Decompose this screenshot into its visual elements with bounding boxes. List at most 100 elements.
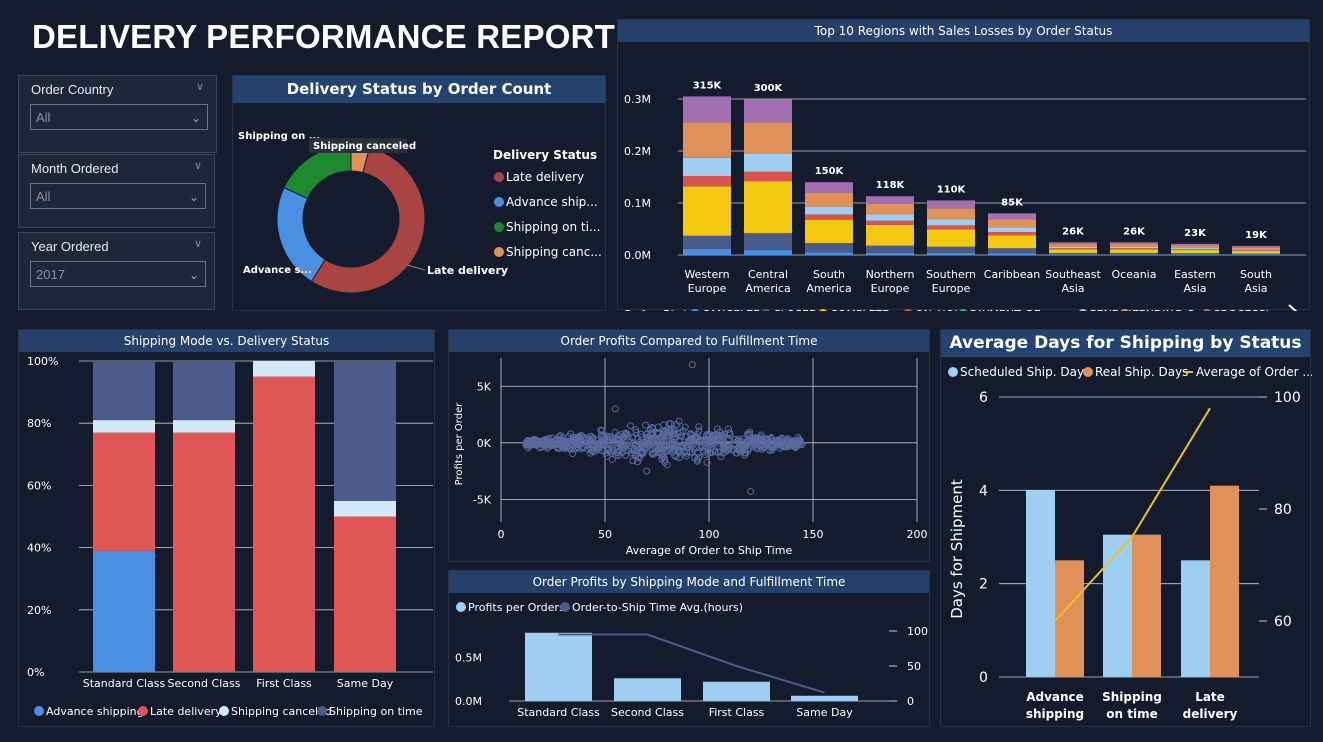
scatter-point <box>614 432 622 440</box>
total-label: 26K <box>1123 226 1146 237</box>
x-tick: America <box>806 282 851 295</box>
chevron-down-icon[interactable]: ∨ <box>193 237 202 250</box>
scatter-point <box>695 454 703 462</box>
bar-segment <box>253 376 315 672</box>
bar-segment <box>683 248 731 255</box>
scatter-point <box>693 430 701 438</box>
scatter-point <box>589 446 597 454</box>
x-tick: 50 <box>598 528 612 541</box>
scatter-point <box>720 433 728 441</box>
scatter-point <box>691 434 699 442</box>
donut-slice[interactable] <box>310 146 426 294</box>
shipmode-chart[interactable]: 0% 20% 40% 60% 80% 100% Standard Class Second C… <box>19 352 436 728</box>
bar-segment <box>1110 248 1158 250</box>
regions-title: Top 10 Regions with Sales Losses by Orde… <box>618 20 1309 42</box>
bar-segment <box>1232 250 1280 254</box>
x-tick: Europe <box>688 282 727 295</box>
dropdown-arrow-icon[interactable]: ⌄ <box>188 190 199 204</box>
dropdown-arrow-icon[interactable]: ⌄ <box>188 268 199 282</box>
y-tick: 80% <box>27 417 51 430</box>
bar-segment <box>1232 253 1280 255</box>
bar-segment <box>1232 249 1280 251</box>
bar <box>1132 534 1161 677</box>
scatter-point <box>670 439 678 447</box>
x-tick: Same Day <box>796 706 853 719</box>
month-ordered-slicer[interactable]: Month Ordered ∨ All ⌄ <box>18 154 215 228</box>
avgdays-chart[interactable]: Scheduled Ship. Days Real Ship. Days Avera… <box>941 357 1312 728</box>
bar-segment <box>1110 249 1158 253</box>
bar-segment <box>744 181 792 234</box>
donut-label: Late delivery <box>427 264 508 277</box>
x-tick: Asia <box>1244 282 1267 295</box>
bar-segment <box>1049 244 1097 247</box>
bar-segment <box>93 361 155 421</box>
scatter-point <box>667 420 675 428</box>
bar <box>1210 485 1239 677</box>
scatter-point <box>767 435 775 443</box>
scatter-point <box>635 454 643 462</box>
y-tick: 0.3M <box>624 93 651 106</box>
y-tick: 4 <box>979 483 988 499</box>
bar-segment <box>988 253 1036 255</box>
scatter-point <box>642 421 650 429</box>
scatter-point <box>588 447 596 455</box>
next-arrow-icon[interactable] <box>1288 304 1298 311</box>
bar-segment <box>334 500 396 517</box>
scatter-point <box>661 458 669 466</box>
scatter-point <box>643 467 651 475</box>
regions-chart[interactable]: 0.0M0.1M0.2M0.3M315KWesternEurope300KCen… <box>618 42 1311 311</box>
donut-label: Shipping on ... <box>238 131 320 142</box>
year-ordered-value: 2017 <box>36 267 65 282</box>
year-ordered-dropdown[interactable]: 2017 ⌄ <box>30 261 206 287</box>
bar-segment <box>866 204 914 215</box>
legend-label: Shipping on time <box>329 705 423 718</box>
donut-slice[interactable] <box>283 144 352 200</box>
scatter-point <box>697 438 705 446</box>
scatter-chart[interactable]: 0 50 100 150 200 -5K 0K 5K Average of Order to S… <box>449 352 931 563</box>
legend-dot <box>34 706 44 716</box>
x-tick: America <box>745 282 790 295</box>
dropdown-arrow-icon[interactable]: ⌄ <box>190 111 201 125</box>
scatter-point <box>716 448 724 456</box>
legend-dot <box>762 309 770 311</box>
legend-label: Advance ship... <box>506 195 598 209</box>
order-country-dropdown[interactable]: All ⌄ <box>30 104 208 130</box>
bar-segment <box>1110 246 1158 249</box>
scatter-point <box>556 435 564 443</box>
profits-chart[interactable]: Profits per Orders Order-to-Ship Time Avg… <box>449 593 931 728</box>
bar-segment <box>1110 252 1158 255</box>
bar-segment <box>805 182 853 193</box>
scatter-point <box>524 439 532 447</box>
scatter-point <box>532 436 540 444</box>
chevron-down-icon[interactable]: ∨ <box>195 80 204 93</box>
bar <box>791 695 858 701</box>
bar-segment <box>93 420 155 433</box>
bar-segment <box>1171 243 1219 246</box>
month-ordered-dropdown[interactable]: All ⌄ <box>30 183 206 209</box>
bar-segment <box>683 96 731 123</box>
scatter-point <box>601 439 609 447</box>
chevron-down-icon[interactable]: ∨ <box>193 159 202 172</box>
avgdays-panel: Average Days for Shipping by Status Sche… <box>940 329 1312 728</box>
legend-label: Late delivery <box>150 705 222 718</box>
legend-dot <box>1083 367 1093 377</box>
bar-segment <box>1049 248 1097 250</box>
legend-label: Shipping canceled <box>231 705 332 718</box>
leader-line <box>406 264 426 271</box>
bar-segment <box>744 171 792 182</box>
scatter-point <box>579 443 587 451</box>
scatter-point <box>713 425 721 433</box>
scatter-point <box>778 437 786 445</box>
bar-segment <box>988 232 1036 236</box>
scatter-point <box>600 432 608 440</box>
total-label: 19K <box>1245 230 1268 241</box>
order-country-slicer[interactable]: Order Country ∨ All ⌄ <box>18 75 217 153</box>
legend-dot <box>819 309 827 311</box>
y-tick: 0K <box>477 437 492 450</box>
scatter-point <box>665 428 673 436</box>
bar-segment <box>93 432 155 551</box>
year-ordered-slicer[interactable]: Year Ordered ∨ 2017 ⌄ <box>18 232 215 310</box>
x-tick: South <box>1240 268 1272 281</box>
donut-chart[interactable]: Late delivery Advance s... Shipping on ...… <box>233 102 607 312</box>
x-tick: First Class <box>256 677 312 690</box>
